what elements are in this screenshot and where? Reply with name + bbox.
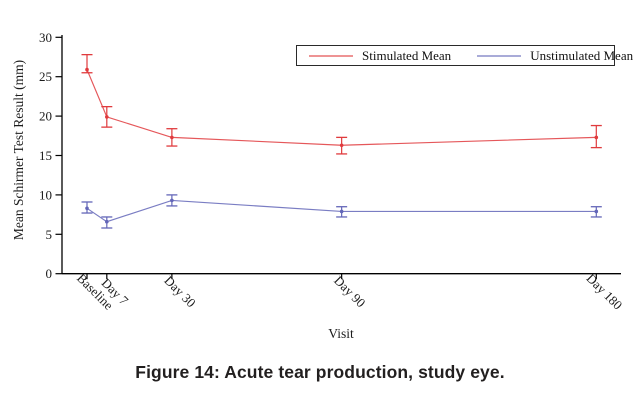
y-tick-label: 5 bbox=[46, 227, 53, 242]
x-tick-label: Day 30 bbox=[161, 273, 198, 310]
data-point-marker bbox=[594, 209, 599, 214]
chart-legend: Stimulated Mean Unstimulated Mean bbox=[296, 45, 633, 66]
data-point-marker bbox=[170, 198, 174, 203]
data-point-marker bbox=[170, 135, 174, 140]
figure-caption: Figure 14: Acute tear production, study … bbox=[135, 362, 505, 382]
y-tick-label: 30 bbox=[39, 30, 52, 45]
y-tick-label: 25 bbox=[39, 69, 52, 84]
y-tick-label: 0 bbox=[46, 266, 53, 281]
series-line bbox=[86, 69, 597, 146]
legend-item-unstimulated: Unstimulated Mean bbox=[477, 48, 633, 64]
legend-label-stimulated: Stimulated Mean bbox=[362, 47, 452, 63]
x-axis-label: Visit bbox=[328, 326, 354, 341]
legend-label-unstimulated: Unstimulated Mean bbox=[530, 47, 634, 63]
data-point-marker bbox=[105, 115, 109, 119]
data-point-marker bbox=[85, 206, 89, 211]
legend-item-stimulated: Stimulated Mean bbox=[309, 48, 451, 64]
x-tick-label: Day 180 bbox=[583, 271, 625, 313]
data-point-marker bbox=[339, 209, 344, 214]
y-tick-label: 10 bbox=[39, 187, 52, 202]
y-axis-label: Mean Schirmer Test Result (mm) bbox=[11, 59, 26, 241]
stimulated-line-swatch-icon bbox=[309, 54, 353, 57]
data-point-marker bbox=[105, 219, 109, 224]
x-tick-label: Day 90 bbox=[331, 273, 368, 310]
data-point-marker bbox=[339, 143, 344, 148]
y-tick-label: 20 bbox=[39, 109, 52, 124]
data-point-marker bbox=[594, 135, 599, 140]
y-tick-label: 15 bbox=[39, 148, 52, 163]
data-point-marker bbox=[85, 67, 89, 72]
unstimulated-line-swatch-icon bbox=[477, 54, 522, 57]
